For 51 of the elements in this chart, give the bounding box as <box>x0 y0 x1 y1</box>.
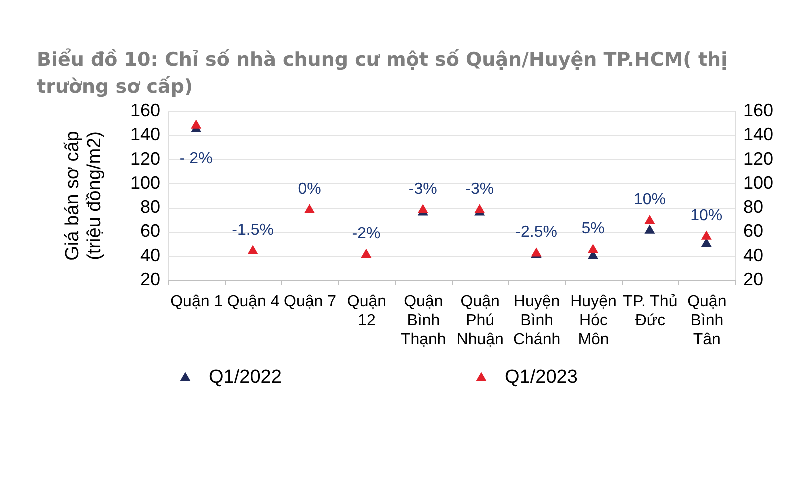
annotation: -3% <box>466 180 494 198</box>
y2-tick-label: 160 <box>744 100 774 120</box>
x-tick-label: Huyện Bình Chánh <box>513 294 561 348</box>
legend-label: Q1/2022 <box>209 366 282 388</box>
point <box>474 204 486 214</box>
annotation: -1.5% <box>232 222 274 239</box>
y-tick-label: 80 <box>140 197 160 218</box>
x-tick-label: Quận 7 <box>284 294 337 310</box>
y-tick-label: 100 <box>130 172 160 193</box>
y-tick-label: 160 <box>130 100 160 120</box>
annotation: 10% <box>690 207 723 224</box>
x-tick-label: TP. Thủ Đức <box>623 294 678 330</box>
chart-title: Biểu đồ 10: Chỉ số nhà chung cư một số Quận/Huyện TP.HCM( thị trường sơ cấp) <box>37 48 728 98</box>
point <box>701 238 712 248</box>
y2-tick-label: 80 <box>744 197 764 218</box>
point <box>191 120 202 129</box>
y-tick-label: 40 <box>140 245 160 266</box>
y-tick-label: 120 <box>130 148 160 169</box>
y2-tick-label: 120 <box>744 148 774 169</box>
annotation: 10% <box>634 192 666 209</box>
point <box>304 204 315 214</box>
annotation: -2% <box>352 225 381 242</box>
x-tick-label: Quận Bình Tân <box>688 294 727 348</box>
y-tick-label: 20 <box>140 270 160 290</box>
y2-tick-label: 40 <box>744 245 764 266</box>
legend-label: Q1/2023 <box>505 366 578 388</box>
y-tick-label: 140 <box>130 124 160 145</box>
annotation: 5% <box>582 220 605 238</box>
point <box>644 224 656 234</box>
x-tick-label: Quận Bình Thạnh <box>400 294 446 348</box>
y2-tick-label: 140 <box>744 124 774 145</box>
x-tick-label: Quận 12 <box>347 294 387 330</box>
x-tick-label: Quận 1 <box>170 294 224 310</box>
annotation: -2.5% <box>516 224 558 242</box>
y-tick-label: 60 <box>140 221 160 242</box>
annotation: 0% <box>298 180 322 198</box>
point <box>588 244 598 254</box>
point <box>644 215 656 224</box>
y-axis-title: Giá bán sơ cấp (triệu đồng/m2) <box>62 131 106 261</box>
y2-tick-label: 60 <box>744 221 764 242</box>
point <box>361 248 372 258</box>
annotation: - 2% <box>180 150 213 168</box>
y2-tick-label: 20 <box>744 270 764 290</box>
point <box>418 204 428 214</box>
annotation: -3% <box>408 180 438 198</box>
x-tick-label: Quận Phú Nhuận <box>456 294 504 348</box>
point <box>701 230 712 240</box>
point <box>248 245 258 254</box>
x-tick-label: Huyện Hóc Môn <box>570 294 617 348</box>
y2-tick-label: 100 <box>744 172 774 193</box>
x-tick-label: Quận 4 <box>227 294 280 310</box>
